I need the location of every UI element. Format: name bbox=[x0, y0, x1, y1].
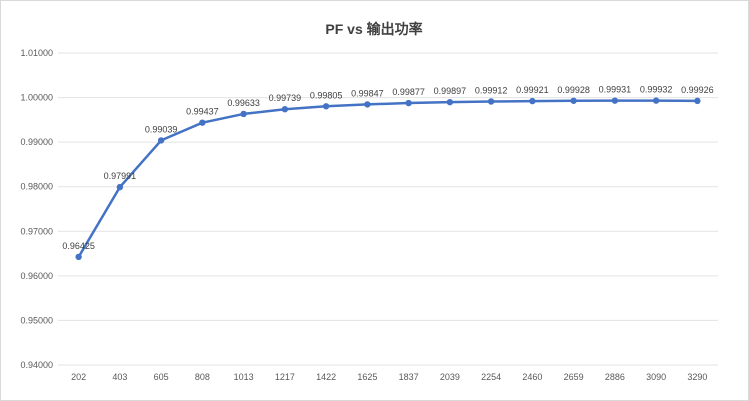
data-label: 0.99931 bbox=[599, 85, 632, 95]
x-tick-label: 808 bbox=[195, 372, 210, 382]
x-tick-label: 1013 bbox=[234, 372, 254, 382]
x-tick-label: 1422 bbox=[316, 372, 336, 382]
data-point bbox=[322, 103, 330, 110]
x-tick-label: 1837 bbox=[399, 372, 419, 382]
data-label: 0.99039 bbox=[145, 124, 178, 134]
data-label: 0.99912 bbox=[475, 85, 508, 95]
data-label: 0.99926 bbox=[681, 85, 714, 95]
data-points bbox=[75, 97, 701, 261]
series-line bbox=[77, 99, 698, 258]
data-point bbox=[116, 183, 124, 191]
x-tick-label: 403 bbox=[112, 372, 127, 382]
x-tick-label: 2254 bbox=[481, 372, 501, 382]
x-tick-label: 1625 bbox=[357, 372, 377, 382]
x-tick-label: 3090 bbox=[646, 372, 666, 382]
y-tick-label: 0.95000 bbox=[20, 315, 53, 325]
data-point bbox=[199, 119, 206, 126]
y-tick-label: 1.00000 bbox=[20, 93, 53, 103]
y-tick-label: 0.97000 bbox=[20, 226, 53, 236]
data-point bbox=[281, 106, 289, 113]
data-label: 0.99921 bbox=[516, 85, 549, 95]
data-label: 0.96425 bbox=[62, 241, 95, 251]
y-tick-label: 0.96000 bbox=[20, 271, 53, 281]
data-label: 0.99805 bbox=[310, 90, 343, 100]
data-label: 0.99633 bbox=[227, 98, 260, 108]
x-tick-label: 2460 bbox=[522, 372, 542, 382]
data-label: 0.99932 bbox=[640, 85, 673, 95]
data-point bbox=[405, 99, 412, 107]
data-labels: 0.96425 0.97991 0.99039 0.99437 0.99633 0.997… bbox=[62, 85, 713, 251]
data-point bbox=[694, 97, 701, 105]
data-label: 0.99739 bbox=[269, 93, 302, 103]
data-point bbox=[611, 97, 619, 104]
x-tick-label: 1217 bbox=[275, 372, 295, 382]
y-axis-tick-labels: 0.94000 0.95000 0.96000 0.97000 0.98000 0.990… bbox=[20, 48, 53, 370]
data-point bbox=[570, 97, 577, 104]
x-tick-label: 3290 bbox=[687, 372, 707, 382]
data-point bbox=[529, 97, 536, 105]
data-label: 0.97991 bbox=[104, 171, 137, 181]
y-tick-label: 1.01000 bbox=[20, 48, 53, 58]
data-label: 0.99437 bbox=[186, 107, 219, 117]
x-axis-tick-labels: 202 403 605 808 1013 1217 1422 1625 1837 2039 2254… bbox=[71, 372, 707, 382]
data-label: 0.99877 bbox=[392, 87, 425, 97]
data-label: 0.99847 bbox=[351, 88, 384, 98]
y-tick-label: 0.94000 bbox=[20, 360, 53, 370]
data-point bbox=[157, 137, 165, 144]
data-point bbox=[446, 98, 454, 106]
series-line-layer bbox=[77, 99, 698, 258]
data-label: 0.99928 bbox=[557, 85, 590, 95]
data-point bbox=[240, 110, 247, 118]
data-point bbox=[487, 98, 495, 105]
x-tick-label: 2886 bbox=[605, 372, 625, 382]
data-point bbox=[75, 253, 82, 261]
data-point bbox=[364, 101, 371, 108]
chart-title: PF vs 输出功率 bbox=[325, 21, 422, 37]
y-tick-label: 0.98000 bbox=[20, 182, 53, 192]
x-tick-label: 2039 bbox=[440, 372, 460, 382]
x-tick-label: 2659 bbox=[564, 372, 584, 382]
y-tick-label: 0.99000 bbox=[20, 137, 53, 147]
data-point bbox=[652, 97, 660, 104]
x-tick-label: 605 bbox=[154, 372, 169, 382]
gridlines bbox=[58, 52, 718, 366]
data-label: 0.99897 bbox=[434, 86, 467, 96]
x-tick-label: 202 bbox=[71, 372, 86, 382]
